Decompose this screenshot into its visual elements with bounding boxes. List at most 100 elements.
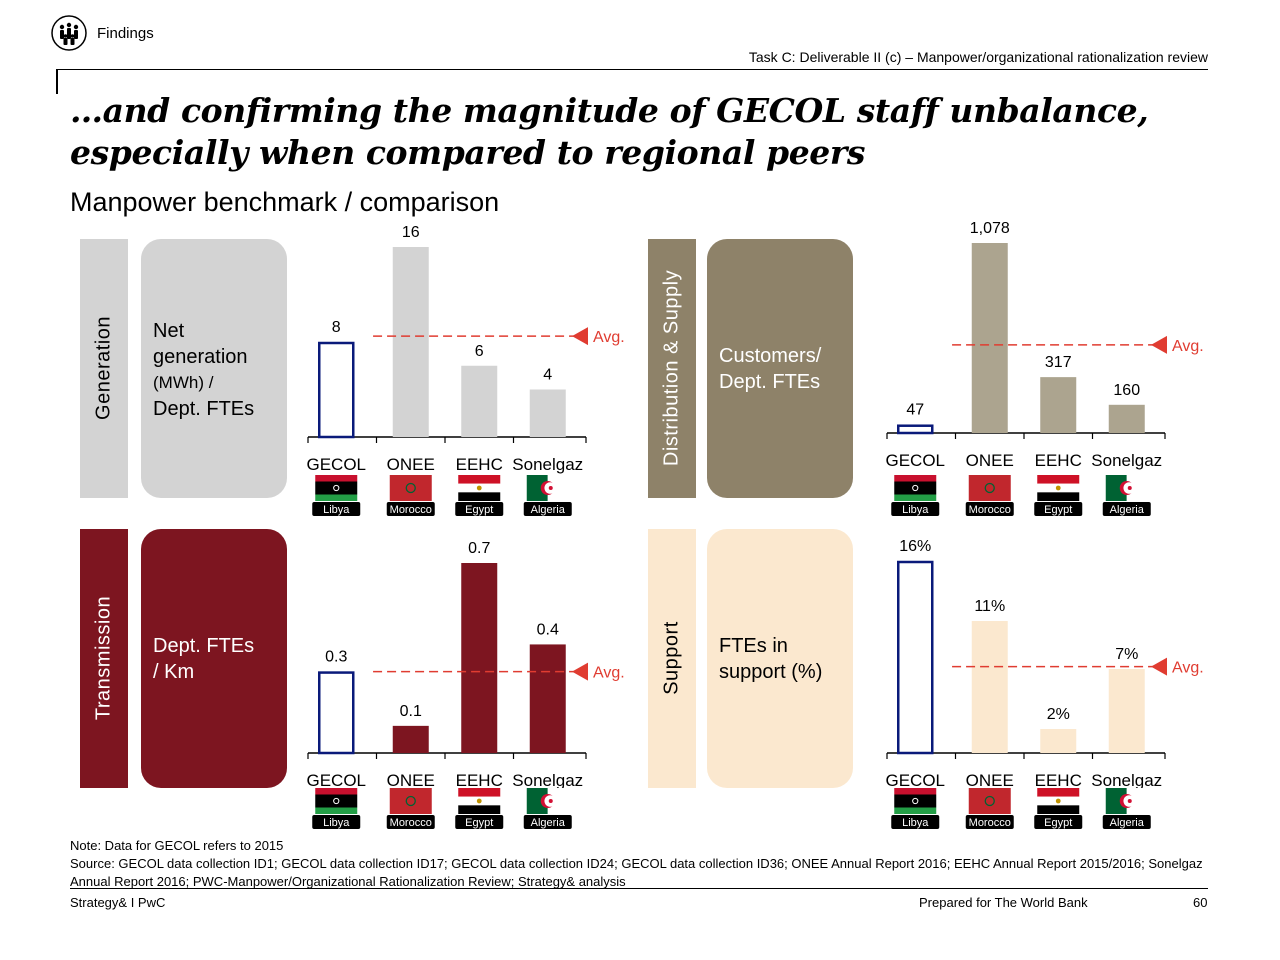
bar-onee <box>971 621 1008 753</box>
bar-gecol <box>897 560 934 755</box>
country-pill <box>965 502 1014 516</box>
data-label: 8 <box>332 319 341 336</box>
country-label: Algeria <box>1110 504 1145 516</box>
bar-sonelgaz <box>1108 669 1145 753</box>
bar-gecol <box>897 424 934 435</box>
average-marker <box>572 662 588 681</box>
header-rule <box>56 69 1208 70</box>
data-label: 7% <box>1115 646 1138 663</box>
average-marker <box>1151 335 1167 354</box>
egypt-flag-icon <box>1037 788 1080 814</box>
distribution-metric-box <box>707 239 853 498</box>
country-label: Egypt <box>465 504 493 516</box>
data-label: 0.7 <box>468 540 490 557</box>
egypt-flag-icon <box>458 475 501 501</box>
morocco-flag-icon <box>389 475 432 501</box>
morocco-flag-icon <box>389 788 432 814</box>
footnote-source: Source: GECOL data collection ID1; GECOL… <box>70 856 1203 889</box>
distribution-category-bar: Distribution & Supply <box>648 239 696 498</box>
country-label: Egypt <box>465 817 493 829</box>
category-label: GECOL <box>885 451 945 470</box>
country-label: Libya <box>323 817 350 829</box>
country-label: Libya <box>323 504 350 516</box>
data-label: 2% <box>1047 706 1070 723</box>
header-tick <box>56 69 58 94</box>
section-label: Findings <box>97 25 154 42</box>
country-pill <box>1102 502 1151 516</box>
bar-gecol <box>318 671 355 755</box>
country-label: Morocco <box>969 817 1011 829</box>
average-marker <box>1151 657 1167 676</box>
country-pill <box>523 815 572 829</box>
data-label: 160 <box>1113 382 1140 399</box>
gen-chart: 8 GECOL Libya 16 ONEE Morocco 6 EEHC Egypt 4 Sonel… <box>306 224 625 516</box>
egypt-flag-icon <box>458 788 501 814</box>
algeria-flag-icon <box>526 475 569 501</box>
category-label: GECOL <box>306 771 366 790</box>
footer-rule <box>70 888 1208 889</box>
country-pill <box>312 815 361 829</box>
footer-brand: Strategy& I PwC <box>70 895 166 910</box>
libya-flag-icon <box>894 788 937 814</box>
firm-logo-icon <box>51 15 87 51</box>
average-label: Avg. <box>593 329 625 346</box>
morocco-flag-icon <box>968 788 1011 814</box>
average-label: Avg. <box>1172 338 1204 355</box>
bar-eehc <box>1040 377 1077 433</box>
page-title: …and confirming the magnitude of GECOL s… <box>70 91 1149 172</box>
category-label: ONEE <box>966 771 1014 790</box>
country-label: Libya <box>902 504 929 516</box>
country-pill <box>891 815 940 829</box>
generation-metric-box <box>141 239 287 498</box>
country-pill <box>386 502 435 516</box>
country-pill <box>1034 815 1083 829</box>
sup-chart: 16% GECOL Libya 11% ONEE Morocco 2% EEHC Egypt 7%… <box>885 538 1204 829</box>
country-label: Algeria <box>1110 817 1145 829</box>
data-label: 317 <box>1045 354 1072 371</box>
country-label: Morocco <box>390 504 432 516</box>
data-label: 11% <box>974 598 1005 615</box>
libya-flag-icon <box>315 788 358 814</box>
morocco-flag-icon <box>968 475 1011 501</box>
algeria-flag-icon <box>1105 475 1148 501</box>
algeria-flag-icon <box>1105 788 1148 814</box>
transmission-metric-label: Dept. FTEs / Km <box>153 635 255 683</box>
data-label: 1,078 <box>970 220 1010 237</box>
page-subtitle: Manpower benchmark / comparison <box>70 187 500 217</box>
country-pill <box>1102 815 1151 829</box>
data-label: 6 <box>475 343 484 360</box>
country-label: Libya <box>902 817 929 829</box>
country-pill <box>891 502 940 516</box>
trans-chart: 0.3 GECOL Libya 0.1 ONEE Morocco 0.7 EEHC Egypt 0… <box>306 540 625 829</box>
bar-gecol <box>318 341 355 439</box>
average-label: Avg. <box>1172 660 1204 677</box>
algeria-flag-icon <box>526 788 569 814</box>
country-pill <box>455 502 504 516</box>
generation-metric-label: Net generation (MWh) / Dept. FTEs <box>153 320 255 420</box>
country-label: Algeria <box>531 504 566 516</box>
category-label: GECOL <box>885 771 945 790</box>
country-pill <box>965 815 1014 829</box>
category-label: Sonelgaz <box>1091 451 1162 470</box>
category-label: EEHC <box>1035 451 1082 470</box>
country-label: Egypt <box>1044 817 1072 829</box>
data-label: 4 <box>543 367 552 384</box>
libya-flag-icon <box>894 475 937 501</box>
footer-prepared-for: Prepared for The World Bank <box>919 895 1088 910</box>
category-label: EEHC <box>1035 771 1082 790</box>
task-label: Task C: Deliverable II (c) – Manpower/or… <box>748 49 1208 65</box>
data-label: 0.1 <box>400 703 422 720</box>
country-pill <box>386 815 435 829</box>
country-pill <box>523 502 572 516</box>
bar-sonelgaz <box>1108 404 1145 433</box>
page-number: 60 <box>1193 895 1208 910</box>
bar-sonelgaz <box>529 644 566 753</box>
footnote-note: Note: Data for GECOL refers to 2015 <box>70 838 284 853</box>
distribution-metric-label: Customers/ Dept. FTEs <box>719 345 822 393</box>
egypt-flag-icon <box>1037 475 1080 501</box>
transmission-category-bar: Transmission <box>80 529 128 788</box>
bar-onee <box>971 243 1008 433</box>
category-label: Sonelgaz <box>512 771 583 790</box>
bar-eehc <box>461 365 498 437</box>
